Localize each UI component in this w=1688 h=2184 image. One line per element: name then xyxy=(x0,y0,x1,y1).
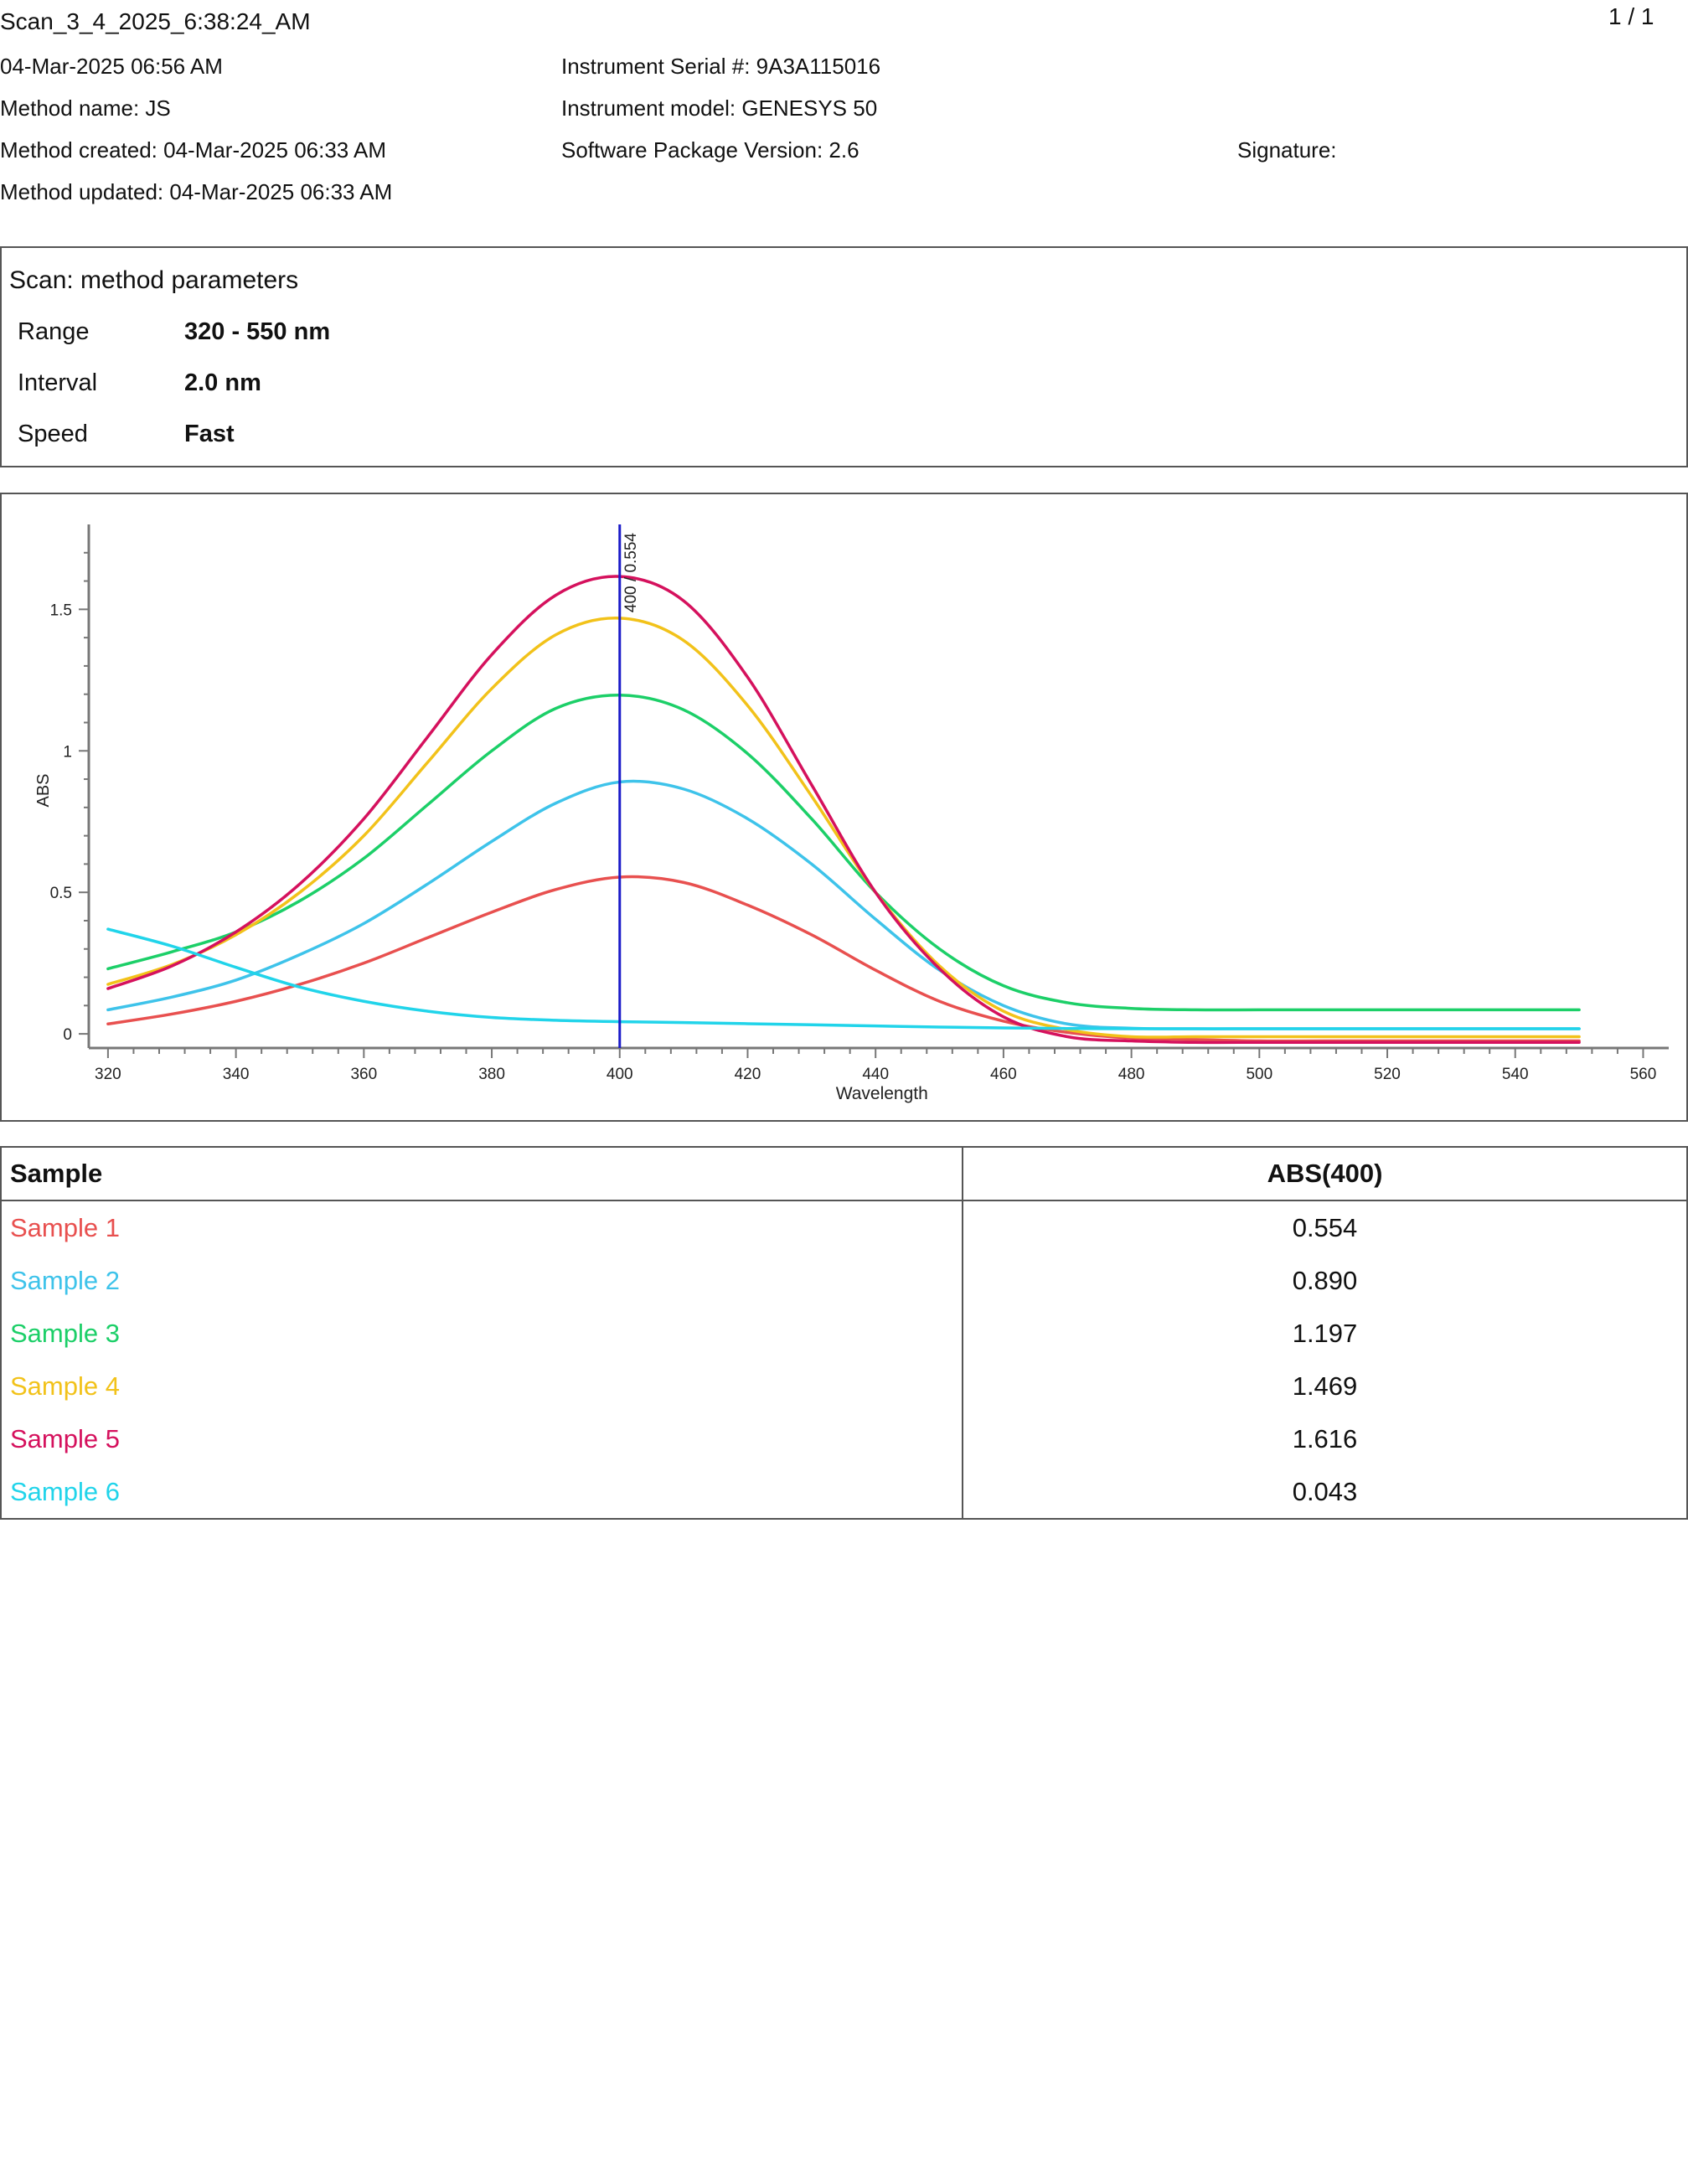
y-tick-label: 1 xyxy=(63,743,72,761)
table-header-row: Sample ABS(400) xyxy=(0,1146,1688,1201)
abs-value-cell: 0.554 xyxy=(962,1200,1688,1254)
abs-value-cell: 1.616 xyxy=(962,1412,1688,1465)
y-tick-label: 0.5 xyxy=(50,885,72,902)
y-tick-label: 0 xyxy=(63,1026,72,1044)
spectrum-chart-panel: 320 340 360 380 400 420 440 460 480 500 520 540 560 0… xyxy=(0,493,1688,1122)
table-row: Sample 4 1.469 xyxy=(0,1360,1688,1412)
method-parameters-panel: Scan: method parameters Range 320 - 550 … xyxy=(0,246,1688,467)
param-value-interval: 2.0 nm xyxy=(184,369,261,396)
x-tick-label: 440 xyxy=(862,1066,889,1083)
method-created: Method created: 04-Mar-2025 06:33 AM xyxy=(0,137,387,163)
instrument-serial: Instrument Serial #: 9A3A115016 xyxy=(561,54,881,79)
abs-value-cell: 1.469 xyxy=(962,1360,1688,1412)
series-line-sample-2 xyxy=(106,779,1581,1030)
series-line-sample-1 xyxy=(106,875,1581,1043)
spectrum-chart: 320 340 360 380 400 420 440 460 480 500 520 540 560 0… xyxy=(34,524,1669,1103)
x-tick-label: 500 xyxy=(1246,1066,1272,1083)
sample-name-cell: Sample 4 xyxy=(0,1360,963,1412)
x-tick-label: 360 xyxy=(350,1066,377,1083)
x-tick-label: 420 xyxy=(735,1066,761,1083)
x-tick-label: 340 xyxy=(223,1066,250,1083)
sample-name-cell: Sample 5 xyxy=(0,1412,963,1465)
x-tick-label: 380 xyxy=(478,1066,505,1083)
x-tick-label: 460 xyxy=(990,1066,1017,1083)
instrument-model: Instrument model: GENESYS 50 xyxy=(561,96,878,121)
method-name: Method name: JS xyxy=(0,96,171,121)
sample-name-cell: Sample 1 xyxy=(0,1200,963,1254)
x-tick-label: 560 xyxy=(1630,1066,1657,1083)
series-line-sample-4 xyxy=(106,616,1581,1039)
series-line-sample-5 xyxy=(106,575,1581,1045)
param-value-speed: Fast xyxy=(184,421,235,447)
table-row: Sample 6 0.043 xyxy=(0,1465,1688,1520)
sample-name-cell: Sample 3 xyxy=(0,1307,963,1360)
marker-label: 400 / 0.554 xyxy=(622,533,640,613)
x-tick-label: 540 xyxy=(1502,1066,1529,1083)
abs-value-cell: 1.197 xyxy=(962,1307,1688,1360)
method-updated: Method updated: 04-Mar-2025 06:33 AM xyxy=(0,179,393,204)
series-layer xyxy=(106,575,1581,1045)
series-line-sample-3 xyxy=(106,693,1581,1012)
sample-name-cell: Sample 2 xyxy=(0,1254,963,1307)
report-title: Scan_3_4_2025_6:38:24_AM xyxy=(0,8,311,34)
x-tick-label: 400 xyxy=(607,1066,633,1083)
axes-layer: 320 340 360 380 400 420 440 460 480 500 520 540 560 0… xyxy=(50,524,1669,1083)
sample-name-cell: Sample 6 xyxy=(0,1465,963,1520)
x-tick-label: 520 xyxy=(1374,1066,1401,1083)
param-label-interval: Interval xyxy=(18,369,98,396)
method-parameters-heading: Scan: method parameters xyxy=(9,266,299,294)
page-indicator: 1 / 1 xyxy=(1608,3,1654,29)
table-row: Sample 1 0.554 xyxy=(0,1200,1688,1254)
table-row: Sample 3 1.197 xyxy=(0,1307,1688,1360)
header-sample: Sample xyxy=(0,1146,963,1201)
series-line-sample-6 xyxy=(106,927,1581,1030)
x-tick-label: 320 xyxy=(95,1066,121,1083)
table-row: Sample 2 0.890 xyxy=(0,1254,1688,1307)
results-table: Sample ABS(400) Sample 1 0.554 Sample 2 0.8… xyxy=(0,1146,1688,1520)
x-axis-label: Wavelength xyxy=(836,1084,928,1103)
header-abs-400: ABS(400) xyxy=(962,1146,1688,1201)
report-date: 04-Mar-2025 06:56 AM xyxy=(0,54,223,79)
software-version: Software Package Version: 2.6 xyxy=(561,137,859,163)
param-label-range: Range xyxy=(18,318,90,345)
abs-value-cell: 0.043 xyxy=(962,1465,1688,1520)
y-tick-label: 1.5 xyxy=(50,602,72,619)
abs-value-cell: 0.890 xyxy=(962,1254,1688,1307)
table-row: Sample 5 1.616 xyxy=(0,1412,1688,1465)
x-tick-label: 480 xyxy=(1118,1066,1145,1083)
param-value-range: 320 - 550 nm xyxy=(184,318,331,345)
signature-label: Signature: xyxy=(1237,137,1337,163)
param-label-speed: Speed xyxy=(18,421,88,447)
y-axis-label: ABS xyxy=(34,773,53,807)
